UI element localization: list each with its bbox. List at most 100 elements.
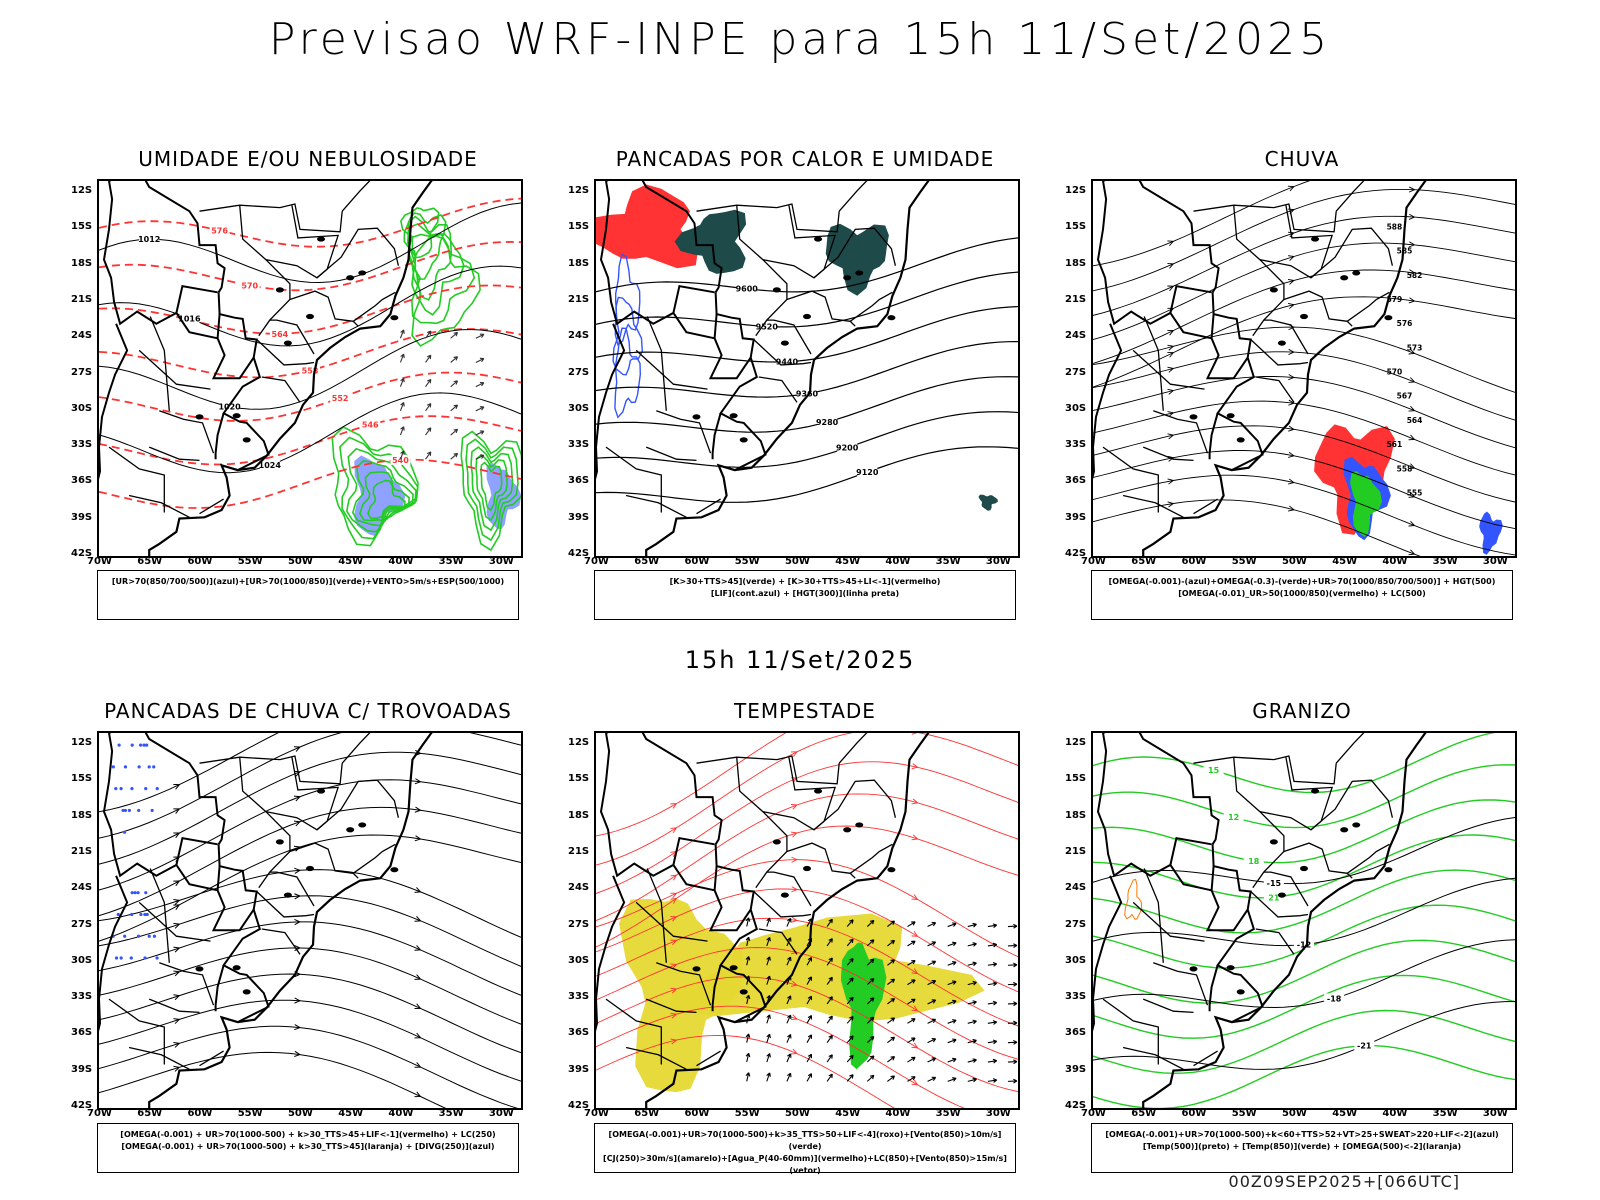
divergence-dot bbox=[137, 765, 141, 769]
wind-vector bbox=[766, 1033, 771, 1043]
state-border bbox=[625, 494, 687, 518]
wind-vector bbox=[967, 1019, 977, 1025]
divergence-dot bbox=[117, 743, 121, 747]
lake-mark bbox=[1236, 437, 1245, 443]
country-border bbox=[1096, 733, 1212, 878]
wind-vector bbox=[1007, 923, 1018, 929]
streamline-arrow bbox=[1408, 213, 1415, 220]
wind-vector bbox=[766, 917, 771, 927]
coastline-east bbox=[645, 181, 930, 556]
contour-label: 1016 bbox=[178, 314, 201, 323]
streamline bbox=[1093, 400, 1515, 476]
state-border bbox=[199, 498, 224, 515]
state-border bbox=[1310, 227, 1394, 279]
country-border bbox=[672, 312, 715, 340]
lon-tick-label: 65W bbox=[1131, 1108, 1157, 1119]
map-panel bbox=[97, 731, 523, 1110]
state-border bbox=[645, 998, 697, 1014]
streamline-arrow bbox=[1167, 240, 1174, 247]
lat-tick-label: 21S bbox=[568, 845, 590, 857]
wind-vector bbox=[766, 975, 771, 985]
streamline-arrow bbox=[173, 970, 180, 977]
country-border bbox=[1205, 866, 1249, 932]
lake-mark bbox=[1277, 340, 1286, 346]
legend-box: [OMEGA(-0.001) + UR>70(1000-500) + k>30_… bbox=[97, 1123, 519, 1173]
state-border bbox=[265, 205, 340, 279]
lake-mark bbox=[317, 788, 326, 794]
streamline bbox=[1093, 326, 1515, 393]
lon-tick-label: 70W bbox=[1081, 1108, 1106, 1119]
wind-vector bbox=[745, 956, 751, 966]
streamline-arrow bbox=[1287, 505, 1295, 512]
streamline-arrow bbox=[1408, 348, 1415, 355]
wind-vector bbox=[947, 961, 957, 966]
country-border bbox=[599, 181, 715, 326]
lake-mark bbox=[729, 965, 738, 971]
streamline-arrow bbox=[670, 916, 677, 922]
lat-tick-label: 15S bbox=[1065, 221, 1087, 233]
lat-tick-label: 21S bbox=[568, 293, 590, 305]
wind-vector bbox=[806, 1073, 813, 1082]
contour-line bbox=[1093, 939, 1515, 1004]
wind-vector bbox=[846, 1074, 854, 1082]
coastline-east bbox=[1142, 181, 1427, 556]
contour-label: 552 bbox=[332, 394, 349, 403]
humidity-contour-green bbox=[403, 212, 447, 281]
divergence-dot bbox=[145, 912, 149, 917]
wind-vector bbox=[1007, 1078, 1018, 1084]
wind-vector bbox=[806, 995, 813, 1005]
lat-tick-label: 27S bbox=[71, 918, 93, 930]
wind-vector bbox=[475, 333, 485, 339]
streamline-arrow bbox=[790, 1014, 798, 1021]
state-border bbox=[813, 779, 897, 831]
wind-vector bbox=[786, 956, 792, 966]
contour-line bbox=[1093, 877, 1515, 947]
state-border bbox=[696, 203, 840, 233]
lon-tick-label: 70W bbox=[87, 556, 112, 567]
lake-mark bbox=[887, 867, 896, 873]
lon-tick-label: 45W bbox=[1332, 556, 1358, 567]
contour-label: 576 bbox=[1397, 319, 1413, 328]
wind-vector bbox=[866, 958, 875, 966]
streamline-arrow bbox=[173, 994, 180, 1001]
lat-tick-label: 33S bbox=[71, 439, 93, 451]
state-border bbox=[646, 868, 667, 963]
legend-box: [OMEGA(-0.001)+UR>70(1000-500)+k>35_TTS>… bbox=[594, 1123, 1016, 1175]
lat-tick-label: 33S bbox=[1065, 439, 1087, 451]
map-svg: 15 12 18 21 -15 -12 -18 -21 bbox=[1093, 733, 1515, 1108]
wind-vector bbox=[866, 1074, 875, 1082]
divergence-dot bbox=[136, 891, 140, 895]
lat-tick-label: 18S bbox=[71, 257, 93, 269]
country-border bbox=[1231, 1006, 1262, 1023]
streamline-arrow bbox=[1408, 520, 1415, 527]
streamline-arrow bbox=[294, 1050, 301, 1057]
state-border bbox=[766, 871, 812, 907]
lon-tick-label: 45W bbox=[338, 556, 364, 567]
streamline-arrow bbox=[293, 795, 301, 802]
lake-mark bbox=[242, 989, 251, 995]
wind-vector bbox=[887, 997, 896, 1005]
streamline-arrow bbox=[1408, 463, 1415, 469]
divergence-dot bbox=[133, 891, 137, 895]
contour-line bbox=[99, 392, 521, 474]
streamline bbox=[99, 751, 521, 865]
streamline-arrow bbox=[414, 1032, 421, 1039]
streamline-arrow bbox=[173, 880, 180, 887]
streamline bbox=[1093, 450, 1515, 530]
streamline-arrow bbox=[670, 897, 677, 904]
lake-mark bbox=[1311, 788, 1320, 794]
state-border bbox=[696, 498, 721, 515]
state-border bbox=[265, 757, 340, 831]
streamline-arrow bbox=[414, 1091, 421, 1098]
state-border bbox=[1122, 494, 1184, 518]
state-border bbox=[646, 316, 667, 411]
lat-tick-label: 42S bbox=[1065, 1100, 1087, 1111]
lon-tick-label: 70W bbox=[584, 556, 609, 567]
divergence-dot bbox=[143, 956, 147, 960]
country-border bbox=[237, 454, 268, 471]
state-border bbox=[635, 349, 708, 390]
wind-vector bbox=[766, 1053, 771, 1063]
country-border bbox=[214, 413, 225, 460]
country-border bbox=[99, 323, 129, 480]
wind-vector bbox=[1007, 943, 1018, 949]
